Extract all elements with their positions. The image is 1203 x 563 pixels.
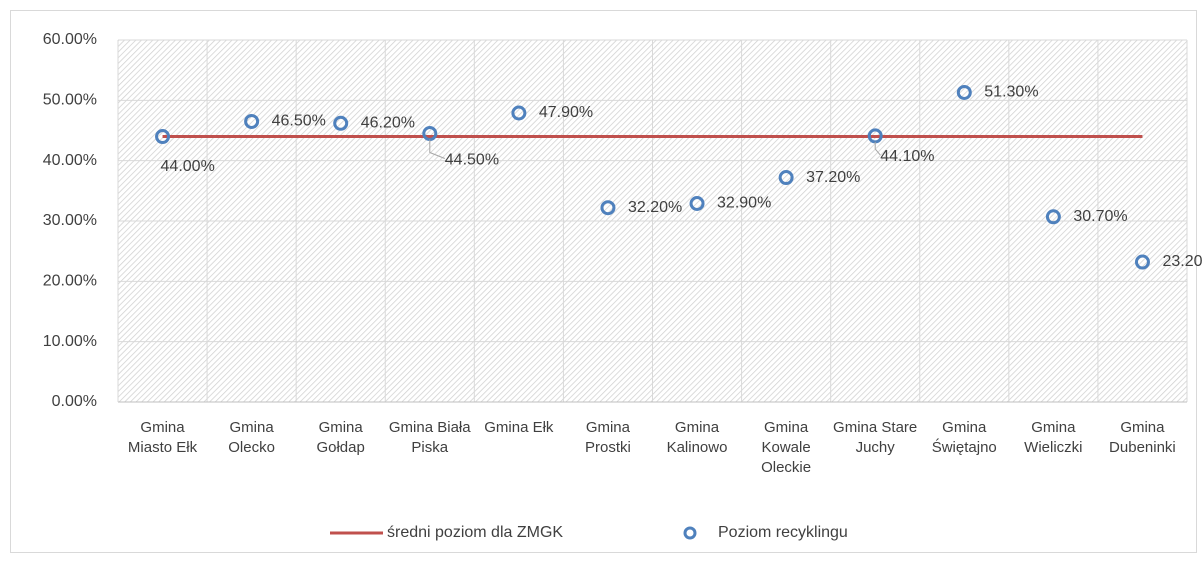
scatter-point xyxy=(689,196,705,212)
x-tick-label: Gmina Gołdap xyxy=(316,419,365,456)
leader-line xyxy=(874,141,881,156)
x-tick-label: Gmina Kowale Oleckie xyxy=(761,419,812,476)
x-tick-label: Gmina Biała Piska xyxy=(388,419,471,456)
x-tick-label: Gmina Dubeninki xyxy=(1109,419,1176,456)
data-label: 32.20% xyxy=(628,199,682,216)
data-label: 23.20% xyxy=(1162,253,1203,270)
scatter-point xyxy=(600,200,616,216)
y-tick-label: 40.00% xyxy=(43,152,97,169)
x-tick-label: Gmina Ełk xyxy=(484,419,554,436)
x-tick-label: Gmina Miasto Ełk xyxy=(127,419,198,456)
y-tick-label: 30.00% xyxy=(43,212,97,229)
data-label: 44.10% xyxy=(880,148,934,165)
scatter-point xyxy=(956,84,972,100)
data-label: 32.90% xyxy=(717,195,771,212)
data-label: 47.90% xyxy=(539,104,593,121)
data-label: 46.20% xyxy=(361,114,415,131)
y-tick-label: 0.00% xyxy=(52,393,97,410)
y-tick-label: 60.00% xyxy=(43,31,97,48)
y-tick-label: 10.00% xyxy=(43,333,97,350)
x-tick-label: Gmina Olecko xyxy=(228,419,275,456)
legend-label: Poziom recyklingu xyxy=(718,524,848,541)
data-label: 44.00% xyxy=(161,158,215,175)
x-tick-label: Gmina Prostki xyxy=(584,419,631,456)
y-tick-label: 50.00% xyxy=(43,92,97,109)
scatter-point xyxy=(1045,209,1061,225)
scatter-point xyxy=(155,129,171,145)
leader-line xyxy=(429,139,445,159)
legend-label: średni poziom dla ZMGK xyxy=(387,524,563,541)
x-tick-label: Gmina Świętajno xyxy=(931,419,997,456)
scatter-point xyxy=(511,105,527,121)
x-tick-label: Gmina Wieliczki xyxy=(1024,419,1083,456)
scatter-point xyxy=(244,113,260,129)
data-label: 46.50% xyxy=(272,113,326,130)
scatter-point xyxy=(333,115,349,131)
data-label: 30.70% xyxy=(1073,208,1127,225)
data-label: 37.20% xyxy=(806,169,860,186)
y-tick-label: 20.00% xyxy=(43,273,97,290)
scatter-point xyxy=(1134,254,1150,270)
data-label: 44.50% xyxy=(445,152,499,169)
x-tick-label: Gmina Kalinowo xyxy=(666,419,728,456)
chart-border xyxy=(10,10,1197,553)
scatter-point xyxy=(778,170,794,186)
data-label: 51.30% xyxy=(984,84,1038,101)
x-tick-label: Gmina Stare Juchy xyxy=(833,419,918,456)
legend-swatch xyxy=(683,526,697,540)
